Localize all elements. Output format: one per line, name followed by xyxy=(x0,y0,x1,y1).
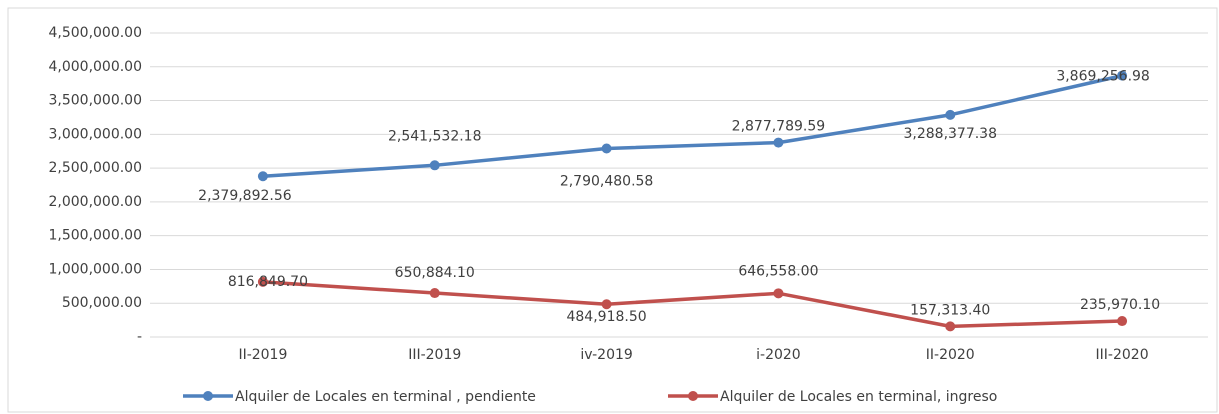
point xyxy=(257,276,268,287)
point xyxy=(429,160,440,171)
y-tick-label: - xyxy=(137,329,142,345)
x-tick-label: i-2020 xyxy=(756,347,801,363)
x-tick-label: III-2019 xyxy=(408,347,461,363)
series-line xyxy=(262,280,1123,329)
x-tick-label: II-2019 xyxy=(238,347,287,363)
data-label: 2,541,532.18 xyxy=(388,128,482,144)
legend-label: Alquiler de Locales en terminal , pendie… xyxy=(235,389,536,405)
legend-marker xyxy=(688,391,698,401)
point xyxy=(601,299,612,310)
legend-label: Alquiler de Locales en terminal, ingreso xyxy=(720,389,997,405)
point xyxy=(1117,70,1128,81)
y-tick-label: 500,000.00 xyxy=(62,295,142,311)
data-label: 816,849.70 xyxy=(228,274,308,290)
y-tick-label: 1,500,000.00 xyxy=(48,228,142,244)
data-label: 2,877,789.59 xyxy=(732,119,826,135)
y-tick-label: 2,000,000.00 xyxy=(48,194,142,210)
point xyxy=(257,171,268,182)
y-tick-label: 3,500,000.00 xyxy=(48,93,142,109)
y-tick-label: 3,000,000.00 xyxy=(48,126,142,142)
data-label: 157,313.40 xyxy=(910,302,990,318)
point xyxy=(1117,316,1128,327)
legend-marker xyxy=(203,391,213,401)
data-label: 2,379,892.56 xyxy=(198,188,292,204)
y-tick-label: 4,000,000.00 xyxy=(48,59,142,75)
data-label: 646,558.00 xyxy=(738,263,818,279)
point xyxy=(601,143,612,154)
data-label: 3,288,377.38 xyxy=(903,126,997,142)
y-tick-label: 1,000,000.00 xyxy=(48,261,142,277)
y-tick-label: 4,500,000.00 xyxy=(48,25,142,41)
x-tick-label: iv-2019 xyxy=(580,347,632,363)
data-label: 235,970.10 xyxy=(1080,297,1160,313)
series-line xyxy=(262,73,1123,178)
point xyxy=(945,109,956,120)
data-label: 650,884.10 xyxy=(395,265,475,281)
chart-border xyxy=(7,7,1218,413)
point xyxy=(773,288,784,299)
data-label: 484,918.50 xyxy=(566,309,646,325)
x-tick-label: II-2020 xyxy=(926,347,975,363)
point xyxy=(429,288,440,299)
y-tick-label: 2,500,000.00 xyxy=(48,160,142,176)
data-label: 2,790,480.58 xyxy=(560,173,654,189)
point xyxy=(945,321,956,332)
data-label: 3,869,256.98 xyxy=(1056,69,1150,85)
point xyxy=(773,137,784,148)
x-tick-label: III-2020 xyxy=(1096,347,1149,363)
